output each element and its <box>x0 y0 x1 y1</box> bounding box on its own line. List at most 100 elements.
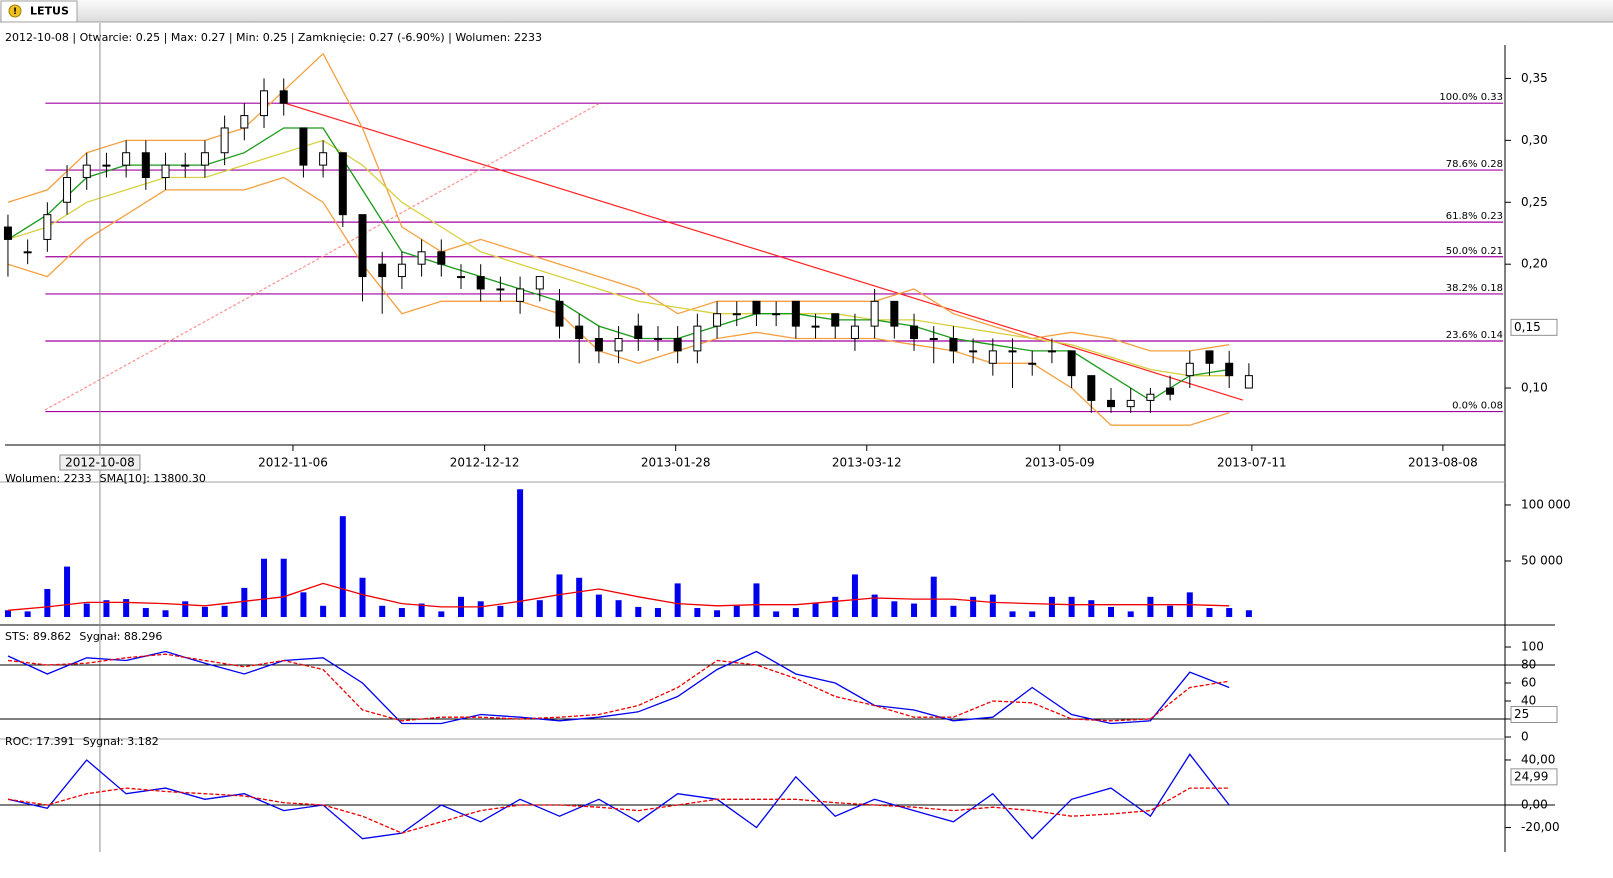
oscillator-line <box>8 654 1229 721</box>
y-tick-label: -20,00 <box>1521 820 1560 834</box>
y-tick-label: 0,35 <box>1521 71 1548 85</box>
candle-body <box>261 91 268 116</box>
candle-body <box>103 165 110 166</box>
candle-body <box>615 338 622 350</box>
volume-bar <box>990 595 996 617</box>
volume-bar <box>1246 610 1252 617</box>
volume-bar <box>1010 611 1016 617</box>
y-tick-label: 0,30 <box>1521 133 1548 147</box>
volume-bar <box>1206 608 1212 617</box>
volume-bar <box>655 608 661 617</box>
volume-bar <box>320 606 326 617</box>
volume-bar <box>300 592 306 617</box>
candle-body <box>654 338 661 339</box>
volume-bar <box>202 607 208 617</box>
candle-body <box>339 153 346 215</box>
candle-body <box>753 301 760 313</box>
candle-body <box>733 314 740 315</box>
candle-body <box>812 326 819 327</box>
candle-body <box>635 326 642 338</box>
volume-bar <box>813 604 819 617</box>
volume-bar <box>675 583 681 617</box>
x-tick-label: 2013-01-28 <box>641 456 711 470</box>
candle-body <box>950 338 957 350</box>
volume-bar <box>773 611 779 617</box>
x-tick-label: 2013-07-11 <box>1217 456 1287 470</box>
candle-body <box>4 227 11 239</box>
tab-bar <box>0 0 1613 22</box>
volume-bar <box>182 601 188 617</box>
y-tick-label: 100 000 <box>1521 497 1571 511</box>
candle-body <box>674 338 681 350</box>
y-tick-label: 0 <box>1521 730 1529 744</box>
candle-body <box>123 153 130 165</box>
volume-bar <box>793 608 799 617</box>
candle-body <box>891 301 898 326</box>
volume-bar <box>1029 611 1035 617</box>
volume-bar <box>714 610 720 617</box>
volume-bar <box>64 567 70 617</box>
candle-body <box>1029 363 1036 364</box>
fibonacci-label: 61.8% 0.23 <box>1446 211 1503 222</box>
volume-bar <box>379 606 385 617</box>
y-tick-label: 40,00 <box>1521 752 1555 766</box>
candle-body <box>83 165 90 177</box>
y-tick-label: 0,10 <box>1521 381 1548 395</box>
volume-bar <box>517 489 523 617</box>
candle-body <box>44 215 51 240</box>
x-tick-label: 2013-05-09 <box>1025 456 1095 470</box>
fibonacci-label: 100.0% 0.33 <box>1439 92 1503 103</box>
y-tick-label: 0,25 <box>1521 195 1548 209</box>
fibonacci-label: 23.6% 0.14 <box>1446 330 1503 341</box>
fibonacci-label: 78.6% 0.28 <box>1446 159 1503 170</box>
quote-info: 2012-10-08 | Otwarcie: 0.25 | Max: 0.27 … <box>5 31 542 44</box>
tab[interactable]: ! LETUS <box>1 1 77 22</box>
volume-bar <box>163 610 169 617</box>
y-tick-label: 0,20 <box>1521 257 1548 271</box>
legend-entry: STS: 89.862 <box>5 630 71 643</box>
candle-body <box>1245 376 1252 388</box>
y-tick-label: 50 000 <box>1521 553 1563 567</box>
volume-bar <box>753 583 759 617</box>
candle-body <box>773 314 780 315</box>
candle-body <box>241 116 248 128</box>
volume-bar <box>852 574 858 617</box>
volume-bar <box>616 600 622 617</box>
tab-label[interactable]: LETUS <box>30 5 69 18</box>
volume-bar <box>261 559 267 617</box>
candle-body <box>300 128 307 165</box>
fibonacci-label: 0.0% 0.08 <box>1452 401 1503 412</box>
volume-bar <box>497 606 503 617</box>
volume-bar <box>832 597 838 617</box>
volume-bar <box>694 608 700 617</box>
volume-bar <box>596 595 602 617</box>
volume-bar <box>556 574 562 617</box>
candle-body <box>142 153 149 178</box>
y-tick-label: 60 <box>1521 676 1536 690</box>
candle-body <box>64 178 71 203</box>
candle-body <box>1206 351 1213 363</box>
volume-bar <box>537 600 543 617</box>
indicator-line <box>8 178 1229 426</box>
fibonacci-label: 50.0% 0.21 <box>1446 246 1503 257</box>
volume-bar <box>399 608 405 617</box>
candle-body <box>1127 400 1134 406</box>
candle-body <box>911 326 918 338</box>
volume-bar <box>950 606 956 617</box>
candle-body <box>576 326 583 338</box>
candle-body <box>517 289 524 301</box>
candle-body <box>832 314 839 326</box>
legend-entry: SMA[10]: 13800.30 <box>100 472 206 485</box>
volume-bar <box>478 601 484 617</box>
x-tick-label: 2013-08-08 <box>1408 456 1478 470</box>
trend-line <box>285 103 1243 400</box>
legend-entry: Sygnał: 3.182 <box>83 735 159 748</box>
oscillator-line <box>8 652 1229 724</box>
candle-body <box>714 314 721 326</box>
fibonacci-label: 38.2% 0.18 <box>1446 283 1503 294</box>
indicator-line <box>8 54 1229 351</box>
candle-body <box>320 153 327 165</box>
volume-bar <box>1167 606 1173 617</box>
candle-body <box>1226 363 1233 375</box>
volume-bar <box>911 604 917 617</box>
